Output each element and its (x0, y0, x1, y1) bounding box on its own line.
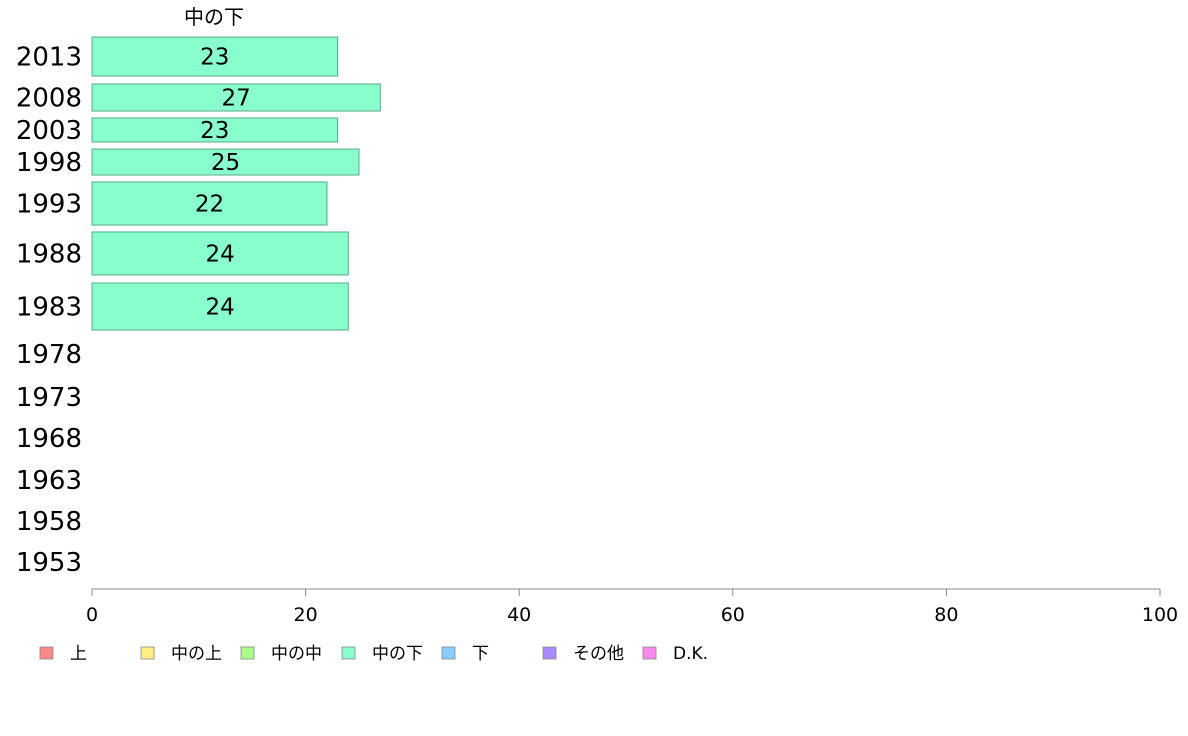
x-tick-label-40: 40 (507, 604, 531, 626)
legend-label-0: 上 (70, 644, 87, 664)
x-tick-label-0: 0 (86, 604, 98, 626)
legend-label-6: D.K. (673, 644, 708, 664)
legend-swatch-1 (140, 646, 155, 660)
y-label-2003: 2003 (16, 116, 82, 146)
y-label-1953: 1953 (16, 548, 82, 578)
data-label-2003: 23 (200, 118, 229, 144)
bar-1993 (91, 181, 328, 226)
bars-group: 23 27 23 25 22 24 24 (91, 36, 381, 331)
legend-label-4: 下 (472, 644, 489, 664)
data-label-1998: 25 (211, 150, 240, 176)
legend-swatch-2 (240, 646, 255, 660)
bar-1983 (91, 282, 349, 331)
bar-2013 (91, 36, 339, 77)
y-label-1988: 1988 (16, 240, 82, 270)
data-label-1993: 22 (195, 192, 224, 218)
y-label-1968: 1968 (16, 424, 82, 454)
y-label-2013: 2013 (16, 43, 82, 73)
y-label-1973: 1973 (16, 383, 82, 413)
y-label-2008: 2008 (16, 84, 82, 114)
legend-label-5: その他 (573, 644, 624, 664)
x-axis: 0 20 40 60 80 100 (86, 588, 1178, 626)
data-label-1983: 24 (206, 295, 235, 321)
legend-label-1: 中の上 (171, 644, 222, 664)
x-tick-label-20: 20 (294, 604, 318, 626)
y-label-1998: 1998 (16, 148, 82, 178)
x-tick-label-80: 80 (934, 604, 958, 626)
x-tick-label-60: 60 (721, 604, 745, 626)
data-label-2013: 23 (200, 45, 229, 71)
legend-swatch-4 (441, 646, 456, 660)
bar-2003 (91, 117, 339, 143)
y-label-1978: 1978 (16, 340, 82, 370)
data-label-1988: 24 (206, 242, 235, 268)
legend-swatch-5 (542, 646, 557, 660)
legend-swatch-0 (39, 646, 54, 660)
bar-1998 (91, 148, 360, 176)
legend: 上 中の上 中の中 中の下 下 その他 D.K. (39, 644, 708, 664)
bar-1988 (91, 231, 349, 276)
y-label-1958: 1958 (16, 507, 82, 537)
x-tick-label-100: 100 (1142, 604, 1178, 626)
data-label-2008: 27 (222, 86, 251, 112)
y-label-1963: 1963 (16, 466, 82, 496)
bar-2008 (91, 83, 381, 112)
y-label-1983: 1983 (16, 293, 82, 323)
legend-swatch-6 (642, 646, 657, 660)
legend-label-3: 中の下 (372, 644, 423, 664)
y-label-1993: 1993 (16, 190, 82, 220)
legend-label-2: 中の中 (271, 644, 322, 664)
series-title: 中の下 (184, 5, 244, 29)
legend-swatch-3 (341, 646, 356, 660)
